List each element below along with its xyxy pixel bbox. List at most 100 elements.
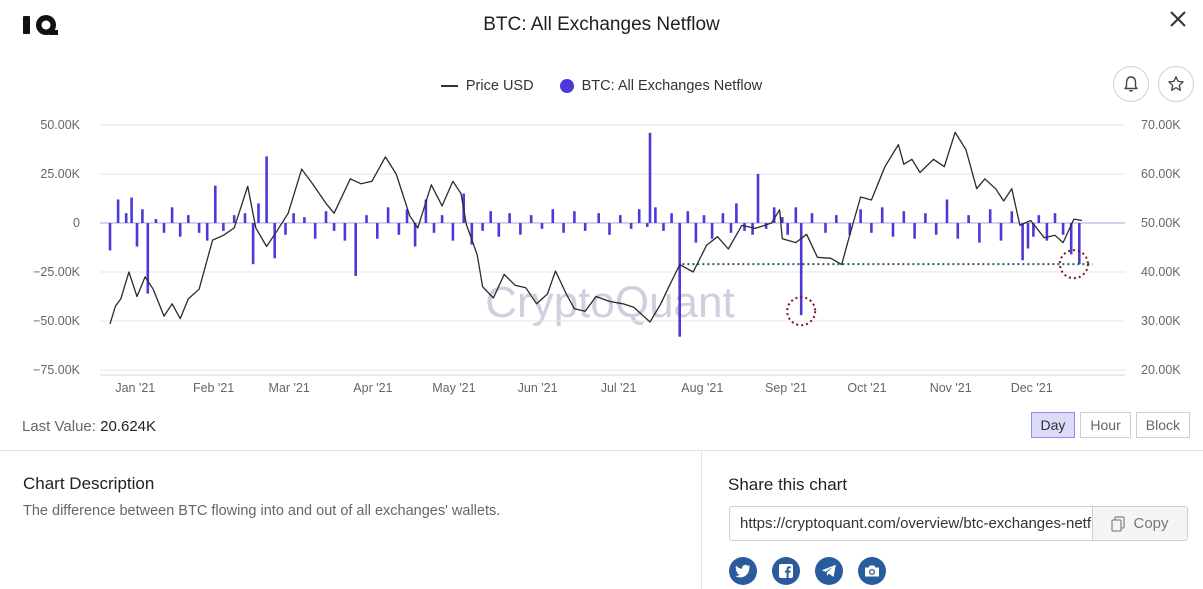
x-axis-tick-label: Feb '21 [193,381,234,395]
netflow-bar [232,215,236,223]
netflow-bar [751,223,754,235]
day-button[interactable]: Day [1030,412,1076,438]
favorite-button[interactable] [1158,66,1194,102]
netflow-bar [413,223,417,247]
netflow-bar [573,211,576,223]
netflow-bar [292,213,295,223]
netflow-bar [913,223,916,239]
legend-item-netflow[interactable]: BTC: All Exchanges Netflow [559,78,763,94]
netflow-bar [1032,223,1035,237]
facebook-share-button[interactable] [772,557,800,585]
block-button[interactable]: Block [1135,412,1190,438]
netflow-bar [729,223,733,233]
netflow-bar [764,223,768,229]
section-divider [0,450,1203,451]
facebook-icon [779,564,793,578]
netflow-bar [324,211,328,223]
netflow-bar [670,213,673,223]
netflow-bar [772,207,776,223]
netflow-bar [386,207,390,223]
x-axis-tick-label: Jun '21 [518,381,558,395]
netflow-bar [508,213,511,223]
netflow-bar [284,223,287,235]
right-axis-tick-label: 50.00K [1141,216,1181,230]
netflow-bar [902,211,906,223]
netflow-bar [481,223,484,231]
netflow-bar [678,223,681,337]
netflow-bar [489,211,492,223]
netflow-bar [1010,211,1014,223]
screenshot-share-button[interactable] [858,557,886,585]
twitter-share-button[interactable] [729,557,757,585]
netflow-bar [799,223,803,316]
copy-button[interactable]: Copy [1093,506,1188,541]
netflow-bar [870,223,873,233]
netflow-bar [303,217,306,223]
netflow-bar [154,219,158,223]
netflow-chart: CryptoQuant 50.00K 25.00K 0 −25.00K −50.00K −… [33,118,1181,395]
highlight-circle [1058,249,1089,280]
netflow-bar [257,203,260,223]
left-axis-tick-label: −50.00K [33,314,81,328]
netflow-bar [597,213,600,223]
right-axis-tick-label: 20.00K [1141,363,1181,377]
netflow-bar [694,223,698,243]
netflow-bar [1021,223,1024,261]
netflow-bar [1053,213,1057,223]
netflow-bar [662,223,665,231]
left-axis-tick-label: −25.00K [33,265,81,279]
netflow-bar [934,223,938,235]
chart-watermark: CryptoQuant [485,278,734,327]
left-axis-tick-label: 25.00K [40,167,80,181]
netflow-bar [243,213,247,223]
netflow-bars [108,132,1081,337]
netflow-bar [376,223,379,239]
chart-annotations [682,249,1093,327]
netflow-bar [141,209,144,223]
x-axis: Jan '21 Feb '21 Mar '21 Apr '21 May '21 Jun '… [100,374,1125,395]
netflow-bar [1078,223,1081,265]
netflow-bar [648,132,652,223]
netflow-bar [405,209,409,223]
netflow-bar [424,199,428,223]
netflow-bar [743,223,746,231]
netflow-bar [1037,215,1041,223]
netflow-bar [583,223,587,231]
netflow-bar [162,223,166,233]
netflow-bar [332,223,336,231]
hour-button[interactable]: Hour [1080,412,1131,438]
netflow-bar [354,223,357,276]
netflow-bar [1026,223,1030,249]
netflow-bar [529,215,533,223]
right-axis-tick-label: 60.00K [1141,167,1181,181]
legend-netflow-label: BTC: All Exchanges Netflow [581,78,763,94]
netflow-bar [146,223,150,294]
x-axis-tick-label: Mar '21 [269,381,310,395]
x-axis-tick-label: Jan '21 [115,381,155,395]
right-axis-tick-label: 40.00K [1141,265,1181,279]
netflow-bar [432,223,436,233]
netflow-bar [313,223,317,239]
netflow-bar [848,223,852,235]
legend-item-price[interactable]: Price USD [440,78,534,94]
share-url-field[interactable]: https://cryptoquant.com/overview/btc-exc… [729,506,1093,541]
netflow-bar [197,223,201,233]
chart-grid [100,124,1125,371]
netflow-bar [214,185,217,223]
netflow-swatch [559,79,574,93]
netflow-bar [810,213,814,223]
x-axis-tick-label: Aug '21 [681,381,723,395]
netflow-bar [781,217,784,223]
alert-button[interactable] [1113,66,1149,102]
telegram-share-button[interactable] [815,557,843,585]
close-icon[interactable] [1167,8,1189,30]
chart-legend: Price USD BTC: All Exchanges Netflow [0,78,1203,94]
netflow-bar [608,223,611,235]
cryptoquant-logo-icon[interactable] [22,12,60,38]
netflow-bar [519,223,522,235]
page-title: BTC: All Exchanges Netflow [483,14,720,35]
description-text: The difference between BTC flowing into … [23,503,501,519]
price-line-group [109,131,1083,325]
netflow-bar [721,213,725,223]
netflow-bar [130,197,133,223]
